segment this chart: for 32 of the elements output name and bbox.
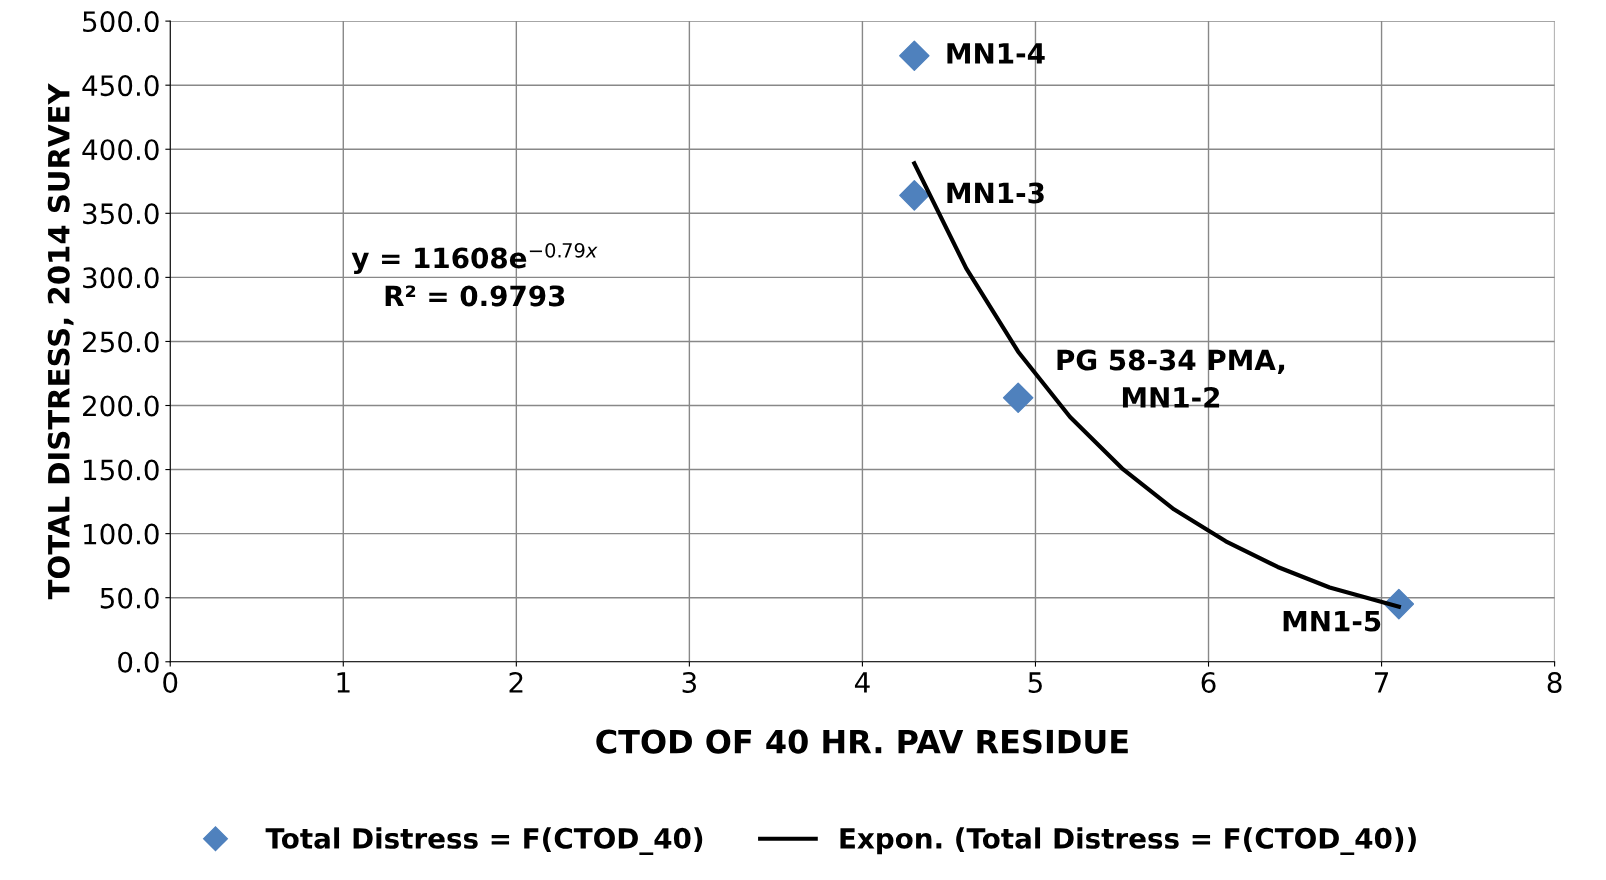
x-tick-label: 5 <box>1028 672 1042 693</box>
legend-label: Total Distress = F(CTOD_40) <box>265 827 703 855</box>
x-tick-label: 6 <box>1201 671 1216 693</box>
x-tick-label: 1 <box>337 672 350 693</box>
x-tick-label: 3 <box>682 671 696 693</box>
y-tick-label: 0.0 <box>118 651 159 673</box>
y-tick-label: 400.0 <box>82 139 159 161</box>
point <box>1002 382 1034 414</box>
y-tick-label: 350.0 <box>83 203 159 225</box>
x-tick-label: 2 <box>509 671 523 693</box>
y-tick-label: 300.0 <box>83 267 159 289</box>
y-tick-label: 50.0 <box>100 587 159 609</box>
x-axis-title: CTOD OF 40 HR. PAV RESIDUE <box>596 729 1128 754</box>
x-tick-label: 7 <box>1375 672 1389 693</box>
point <box>899 180 930 211</box>
y-tick-label: 100.0 <box>84 523 159 545</box>
annotation: PG 58-34 PMA, MN1-2 <box>1057 349 1285 408</box>
legend-label: Expon. (Total Distress = F(CTOD_40)) <box>840 827 1416 855</box>
x-tick-label: 8 <box>1547 671 1562 693</box>
x-tick-label: 4 <box>854 672 870 693</box>
y-tick-label: 250.0 <box>83 331 159 353</box>
annotation: MN1-5 <box>1283 610 1381 632</box>
y-tick-label: 450.0 <box>82 75 159 97</box>
y-axis-title: TOTAL DISTRESS, 2014 SURVEY <box>47 83 74 600</box>
y-tick-label: 150.0 <box>84 459 159 481</box>
x-tick-label: 0 <box>163 671 178 693</box>
text: y = 11608e$^{−0.79x}$ R² = 0.9793 <box>351 242 598 307</box>
point <box>899 40 930 71</box>
y-tick-label: 200.0 <box>83 395 159 417</box>
annotation: MN1-4 <box>947 43 1045 64</box>
annotation: MN1-3 <box>947 182 1044 204</box>
y-tick-label: 500.0 <box>83 11 159 33</box>
